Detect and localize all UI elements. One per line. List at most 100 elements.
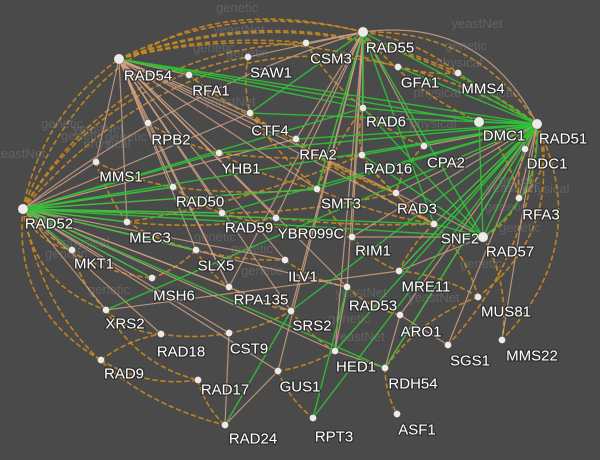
gene-node-dot[interactable] bbox=[473, 292, 482, 301]
gene-node-dot[interactable] bbox=[273, 366, 282, 375]
gene-node-dot[interactable] bbox=[395, 310, 404, 319]
gene-node-dot[interactable] bbox=[143, 119, 152, 128]
node-RAD6[interactable]: RAD6 bbox=[358, 104, 407, 132]
node-RDH54[interactable]: RDH54 bbox=[380, 363, 439, 394]
node-RFA1[interactable]: RFA1 bbox=[184, 71, 231, 101]
gene-node-dot[interactable] bbox=[391, 188, 400, 197]
node-YBR099C[interactable]: YBR099C bbox=[271, 213, 346, 244]
node-ASF1[interactable]: ASF1 bbox=[392, 409, 437, 440]
node-CST9[interactable]: CST9 bbox=[224, 328, 269, 359]
node-YHB1[interactable]: YHB1 bbox=[214, 148, 262, 179]
gene-node-dot[interactable] bbox=[68, 245, 77, 254]
gene-node-dot[interactable] bbox=[330, 346, 339, 355]
gene-node-dot[interactable] bbox=[280, 255, 289, 264]
node-RPT3[interactable]: RPT3 bbox=[308, 413, 354, 447]
gene-node-dot[interactable] bbox=[156, 329, 165, 338]
node-DMC1[interactable]: DMC1 bbox=[473, 116, 527, 146]
node-SNF2[interactable]: SNF2 bbox=[429, 219, 480, 249]
node-RAD3[interactable]: RAD3 bbox=[391, 188, 438, 219]
gene-node-dot[interactable] bbox=[380, 363, 389, 372]
gene-node-dot[interactable] bbox=[123, 217, 132, 226]
gene-node-dot[interactable] bbox=[97, 355, 106, 364]
gene-node-dot[interactable] bbox=[443, 340, 452, 349]
node-GUS1[interactable]: GUS1 bbox=[273, 366, 322, 397]
gene-node-dot[interactable] bbox=[393, 63, 402, 72]
node-RAD54[interactable]: RAD54 bbox=[113, 53, 173, 86]
gene-node-dot[interactable] bbox=[392, 409, 401, 418]
gene-node-dot[interactable] bbox=[394, 266, 403, 275]
gene-node-dot[interactable] bbox=[191, 245, 200, 254]
gene-node-dot[interactable] bbox=[473, 116, 485, 128]
node-DDC1[interactable]: DDC1 bbox=[521, 144, 569, 174]
node-MMS1[interactable]: MMS1 bbox=[92, 157, 144, 187]
node-RAD55[interactable]: RAD55 bbox=[357, 26, 415, 58]
gene-node-dot[interactable] bbox=[291, 134, 300, 143]
node-RFA3[interactable]: RFA3 bbox=[515, 193, 561, 225]
gene-node-dot[interactable] bbox=[271, 213, 280, 222]
gene-node-dot[interactable] bbox=[521, 144, 530, 153]
gene-node-dot[interactable] bbox=[347, 232, 356, 241]
gene-node-dot[interactable] bbox=[429, 219, 438, 228]
node-RAD59[interactable]: RAD59 bbox=[217, 208, 274, 238]
gene-node-dot[interactable] bbox=[147, 273, 156, 282]
node-RAD50[interactable]: RAD50 bbox=[168, 182, 225, 212]
node-MMS4[interactable]: MMS4 bbox=[453, 69, 506, 99]
node-RFA2[interactable]: RFA2 bbox=[291, 134, 338, 165]
gene-node-dot[interactable] bbox=[243, 53, 252, 62]
gene-node-dot[interactable] bbox=[245, 109, 254, 118]
node-HED1[interactable]: HED1 bbox=[330, 346, 377, 377]
gene-node-dot[interactable] bbox=[477, 231, 489, 243]
node-RAD53[interactable]: RAD53 bbox=[342, 282, 398, 316]
node-MMS22[interactable]: MMS22 bbox=[497, 335, 559, 366]
node-RPA135[interactable]: RPA135 bbox=[224, 282, 290, 310]
node-RAD17[interactable]: RAD17 bbox=[193, 375, 250, 400]
node-RIM1[interactable]: RIM1 bbox=[347, 232, 392, 261]
gene-node-dot[interactable] bbox=[224, 328, 233, 337]
gene-node-dot[interactable] bbox=[515, 193, 524, 202]
gene-node-dot[interactable] bbox=[357, 150, 366, 159]
gene-node-dot[interactable] bbox=[217, 208, 226, 217]
node-RAD18[interactable]: RAD18 bbox=[156, 329, 206, 362]
gene-node-dot[interactable] bbox=[286, 306, 295, 315]
gene-node-dot[interactable] bbox=[17, 203, 29, 215]
node-ILV1[interactable]: ILV1 bbox=[280, 255, 319, 287]
node-RAD51[interactable]: RAD51 bbox=[531, 118, 588, 149]
gene-node-dot[interactable] bbox=[184, 71, 193, 80]
gene-node-dot[interactable] bbox=[113, 53, 125, 65]
node-SMT3[interactable]: SMT3 bbox=[312, 184, 362, 214]
node-SLX5[interactable]: SLX5 bbox=[191, 245, 236, 276]
node-CPA2[interactable]: CPA2 bbox=[419, 141, 466, 173]
gene-node-dot[interactable] bbox=[168, 182, 177, 191]
gene-node-dot[interactable] bbox=[419, 141, 428, 150]
node-RAD9[interactable]: RAD9 bbox=[97, 355, 145, 384]
gene-node-dot[interactable] bbox=[453, 69, 462, 78]
node-SAW1[interactable]: SAW1 bbox=[243, 53, 293, 83]
gene-node-dot[interactable] bbox=[224, 282, 233, 291]
gene-node-dot[interactable] bbox=[102, 305, 111, 314]
node-SRS2[interactable]: SRS2 bbox=[286, 306, 333, 336]
node-XRS2[interactable]: XRS2 bbox=[102, 305, 146, 334]
gene-node-dot[interactable] bbox=[342, 282, 351, 291]
gene-node-dot[interactable] bbox=[308, 413, 317, 422]
gene-node-dot[interactable] bbox=[220, 420, 229, 429]
node-MEC3[interactable]: MEC3 bbox=[123, 217, 172, 248]
gene-node-dot[interactable] bbox=[301, 39, 310, 48]
node-RAD52[interactable]: RAD52 bbox=[17, 203, 74, 234]
node-RAD16[interactable]: RAD16 bbox=[357, 150, 413, 179]
node-MUS81[interactable]: MUS81 bbox=[473, 292, 532, 322]
gene-node-dot[interactable] bbox=[214, 148, 223, 157]
node-CTF4[interactable]: CTF4 bbox=[245, 109, 290, 141]
gene-node-dot[interactable] bbox=[92, 157, 101, 166]
node-GFA1[interactable]: GFA1 bbox=[393, 63, 440, 93]
node-MSH6[interactable]: MSH6 bbox=[147, 273, 196, 306]
gene-node-dot[interactable] bbox=[357, 26, 369, 38]
node-RAD57[interactable]: RAD57 bbox=[477, 231, 535, 262]
gene-node-dot[interactable] bbox=[312, 184, 321, 193]
gene-node-dot[interactable] bbox=[193, 375, 202, 384]
node-RPB2[interactable]: RPB2 bbox=[143, 119, 192, 150]
node-CSM3[interactable]: CSM3 bbox=[301, 39, 353, 69]
node-SGS1[interactable]: SGS1 bbox=[443, 340, 491, 371]
gene-node-dot[interactable] bbox=[358, 104, 367, 113]
node-ARO1[interactable]: ARO1 bbox=[395, 310, 443, 342]
